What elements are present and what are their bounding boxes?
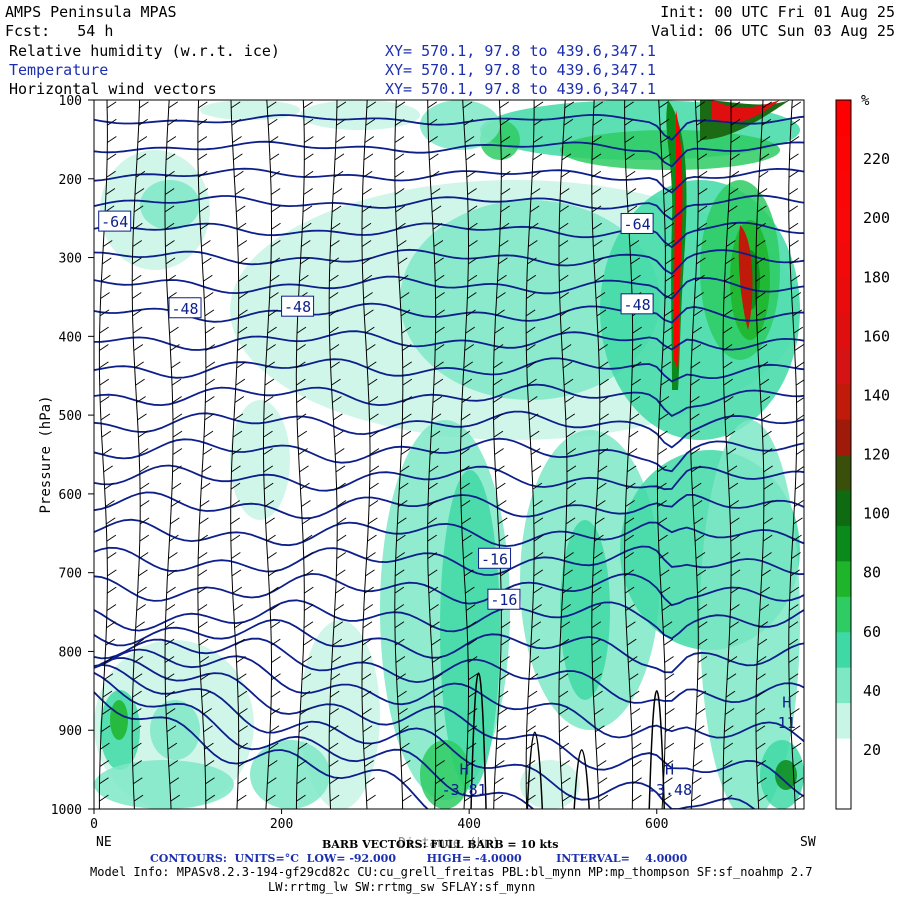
colorbar-swatch xyxy=(836,348,851,385)
contour-info: CONTOURS: UNITS=°C LOW= -92.000 HIGH= -4… xyxy=(150,852,688,865)
x-axis-label: Distance (km) xyxy=(398,836,500,851)
init-time: Init: 00 UTC Fri 01 Aug 25 xyxy=(660,3,895,21)
contour-label-box xyxy=(98,210,132,232)
colorbar-swatch xyxy=(836,241,851,278)
y-tick-label: 900 xyxy=(59,724,82,739)
barb-note: BARB VECTORS: FULL BARB = 10 kts xyxy=(322,838,559,851)
contour-label-box xyxy=(168,297,202,319)
colorbar-swatch xyxy=(836,702,851,739)
forecast-hour: Fcst: 54 h xyxy=(5,22,114,40)
temperature-contour-label: H xyxy=(782,694,791,712)
y-tick-label: 500 xyxy=(59,409,82,424)
colorbar-swatch xyxy=(836,738,851,775)
model-info: Model Info: MPASv8.2.3-194-gf29cd82c CU:… xyxy=(90,865,813,879)
y-axis-label: Pressure (hPa) xyxy=(38,395,54,513)
contour-label-box xyxy=(487,588,521,610)
colorbar-swatch xyxy=(836,383,851,420)
model-title: AMPS Peninsula MPAS xyxy=(5,3,177,21)
colorbar-tick-label: 220 xyxy=(863,150,890,168)
temperature-contour-label: -48 xyxy=(171,300,198,318)
model-info-2: LW:rrtmg_lw SW:rrtmg_sw SFLAY:sf_mynn xyxy=(268,880,536,894)
colorbar-swatch xyxy=(836,596,851,633)
colorbar-tick-label: 20 xyxy=(863,741,881,759)
y-tick-label: 300 xyxy=(59,252,82,267)
colorbar-swatch xyxy=(836,525,851,562)
section-end-sw: SW xyxy=(800,835,816,850)
section-end-ne: NE xyxy=(96,835,112,850)
colorbar-swatch xyxy=(836,560,851,597)
colorbar-tick-label: 160 xyxy=(863,327,890,345)
temperature-contour-label: -16 xyxy=(481,550,508,568)
colorbar-tick-label: 140 xyxy=(863,386,890,404)
colorbar-tick-label: 40 xyxy=(863,682,881,700)
colorbar-swatch xyxy=(836,170,851,207)
temperature-contour-label: -3.48 xyxy=(647,781,692,799)
field-label-wind: Horizontal wind vectors xyxy=(9,80,217,98)
y-tick-label: 100 xyxy=(59,94,82,109)
y-tick-label: 400 xyxy=(59,330,82,345)
colorbar-swatch xyxy=(836,277,851,314)
colorbar-tick-label: 120 xyxy=(863,446,890,464)
colorbar-swatch xyxy=(836,631,851,668)
colorbar-swatch xyxy=(836,667,851,704)
temperature-contour-label: -48 xyxy=(624,296,651,314)
y-tick-label: 200 xyxy=(59,173,82,188)
temperature-contour-label: -64 xyxy=(624,215,651,233)
field-xy-rh: XY= 570.1, 97.8 to 439.6,347.1 xyxy=(385,42,656,60)
colorbar-swatch xyxy=(836,206,851,243)
contour-label-box xyxy=(620,212,654,234)
colorbar-swatch xyxy=(836,100,851,136)
temperature-contour-label: -16 xyxy=(490,591,517,609)
temperature-contour-label: H xyxy=(460,761,469,779)
field-xy-temperature: XY= 570.1, 97.8 to 439.6,347.1 xyxy=(385,61,656,79)
x-tick-label: 0 xyxy=(90,817,98,832)
colorbar-tick-label: 60 xyxy=(863,623,881,641)
valid-time: Valid: 06 UTC Sun 03 Aug 25 xyxy=(651,22,895,40)
field-label-rh: Relative humidity (w.r.t. ice) xyxy=(9,42,280,60)
plot-frame xyxy=(93,99,805,810)
colorbar-tick-label: 180 xyxy=(863,268,890,286)
temperature-contour-label: -3.81 xyxy=(442,781,487,799)
x-tick-label: 200 xyxy=(270,817,293,832)
temperature-contour-label: H xyxy=(665,761,674,779)
temperature-contour-label: -48 xyxy=(284,298,311,316)
contour-label-box xyxy=(281,295,315,317)
colorbar-swatch xyxy=(836,135,851,172)
temperature-contour-label: 11 xyxy=(778,714,796,732)
field-label-temperature: Temperature xyxy=(9,61,109,79)
temperature-contour-label: -64 xyxy=(101,213,128,231)
field-xy-wind: XY= 570.1, 97.8 to 439.6,347.1 xyxy=(385,80,656,98)
y-tick-label: 700 xyxy=(59,567,82,582)
colorbar-tick-label: 200 xyxy=(863,209,890,227)
colorbar-unit: % xyxy=(861,93,870,109)
x-tick-label: 400 xyxy=(457,817,480,832)
contour-label-box xyxy=(620,293,654,315)
colorbar-swatch xyxy=(836,419,851,455)
colorbar-swatch xyxy=(836,773,851,810)
contour-label-box xyxy=(478,547,512,569)
y-tick-label: 600 xyxy=(59,488,82,503)
x-tick-label: 600 xyxy=(645,817,668,832)
y-tick-label: 1000 xyxy=(51,803,82,818)
colorbar-swatch xyxy=(836,312,851,349)
colorbar-tick-label: 100 xyxy=(863,505,890,523)
colorbar-tick-label: 80 xyxy=(863,564,881,582)
colorbar-swatch xyxy=(836,454,851,491)
y-tick-label: 800 xyxy=(59,645,82,660)
colorbar-swatch xyxy=(836,489,851,526)
